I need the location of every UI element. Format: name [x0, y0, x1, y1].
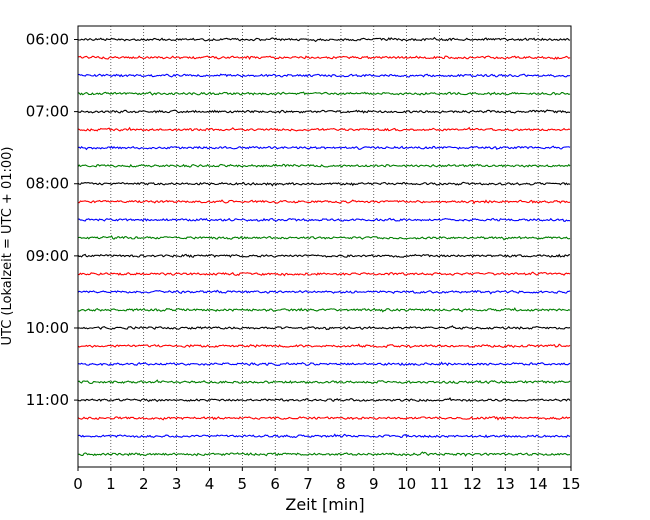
trace-line [77, 397, 571, 403]
x-tick-label: 5 [238, 475, 248, 493]
seismic-traces [77, 36, 571, 457]
trace-line [77, 379, 571, 385]
y-tick-label: 08:00 [26, 175, 69, 193]
y-tick-label: 11:00 [26, 391, 69, 409]
trace-line [77, 451, 571, 457]
trace-line [77, 361, 571, 367]
trace-line [77, 55, 571, 61]
trace-line [77, 199, 571, 205]
x-tick-label: 15 [561, 475, 580, 493]
y-tick-label: 09:00 [26, 247, 69, 265]
plot-frame [77, 25, 572, 468]
x-tick-label: 12 [463, 475, 482, 493]
x-axis: 0 1 2 3 4 5 6 7 8 9 10 11 12 13 14 15 [73, 467, 581, 493]
y-tick-label: 10:00 [26, 319, 69, 337]
trace-line [77, 91, 571, 96]
x-tick-label: 6 [270, 475, 280, 493]
trace-line [77, 343, 571, 349]
y-tick-label: 07:00 [26, 103, 69, 121]
trace-line [77, 325, 571, 331]
x-tick-label: 8 [336, 475, 346, 493]
y-tick-label: 06:00 [26, 31, 69, 49]
trace-line [77, 289, 571, 295]
trace-line [77, 433, 571, 439]
x-tick-label: 9 [369, 475, 379, 493]
x-tick-label: 11 [430, 475, 449, 493]
trace-line [77, 217, 571, 222]
x-tick-label: 13 [496, 475, 515, 493]
x-tick-label: 10 [397, 475, 416, 493]
trace-line [77, 145, 571, 151]
trace-line [77, 109, 571, 114]
x-axis-label: Zeit [min] [285, 495, 364, 514]
trace-line [77, 36, 571, 43]
x-tick-label: 7 [303, 475, 313, 493]
trace-line [77, 181, 571, 187]
trace-line [77, 73, 571, 78]
trace-line [77, 163, 571, 168]
x-tick-label: 1 [106, 475, 116, 493]
x-tick-label: 2 [139, 475, 149, 493]
trace-line [77, 271, 571, 277]
x-tick-label: 0 [73, 475, 83, 493]
trace-line [77, 416, 571, 421]
y-axis-label: UTC (Lokalzeit = UTC + 01:00) [0, 147, 15, 346]
y-axis: 06:00 07:00 08:00 09:00 10:00 11:00 [26, 31, 78, 409]
trace-line [77, 307, 571, 313]
trace-line [77, 253, 571, 258]
trace-line [77, 235, 571, 241]
x-tick-label: 3 [172, 475, 182, 493]
x-tick-label: 14 [529, 475, 548, 493]
x-tick-label: 4 [205, 475, 215, 493]
trace-line [77, 126, 571, 132]
